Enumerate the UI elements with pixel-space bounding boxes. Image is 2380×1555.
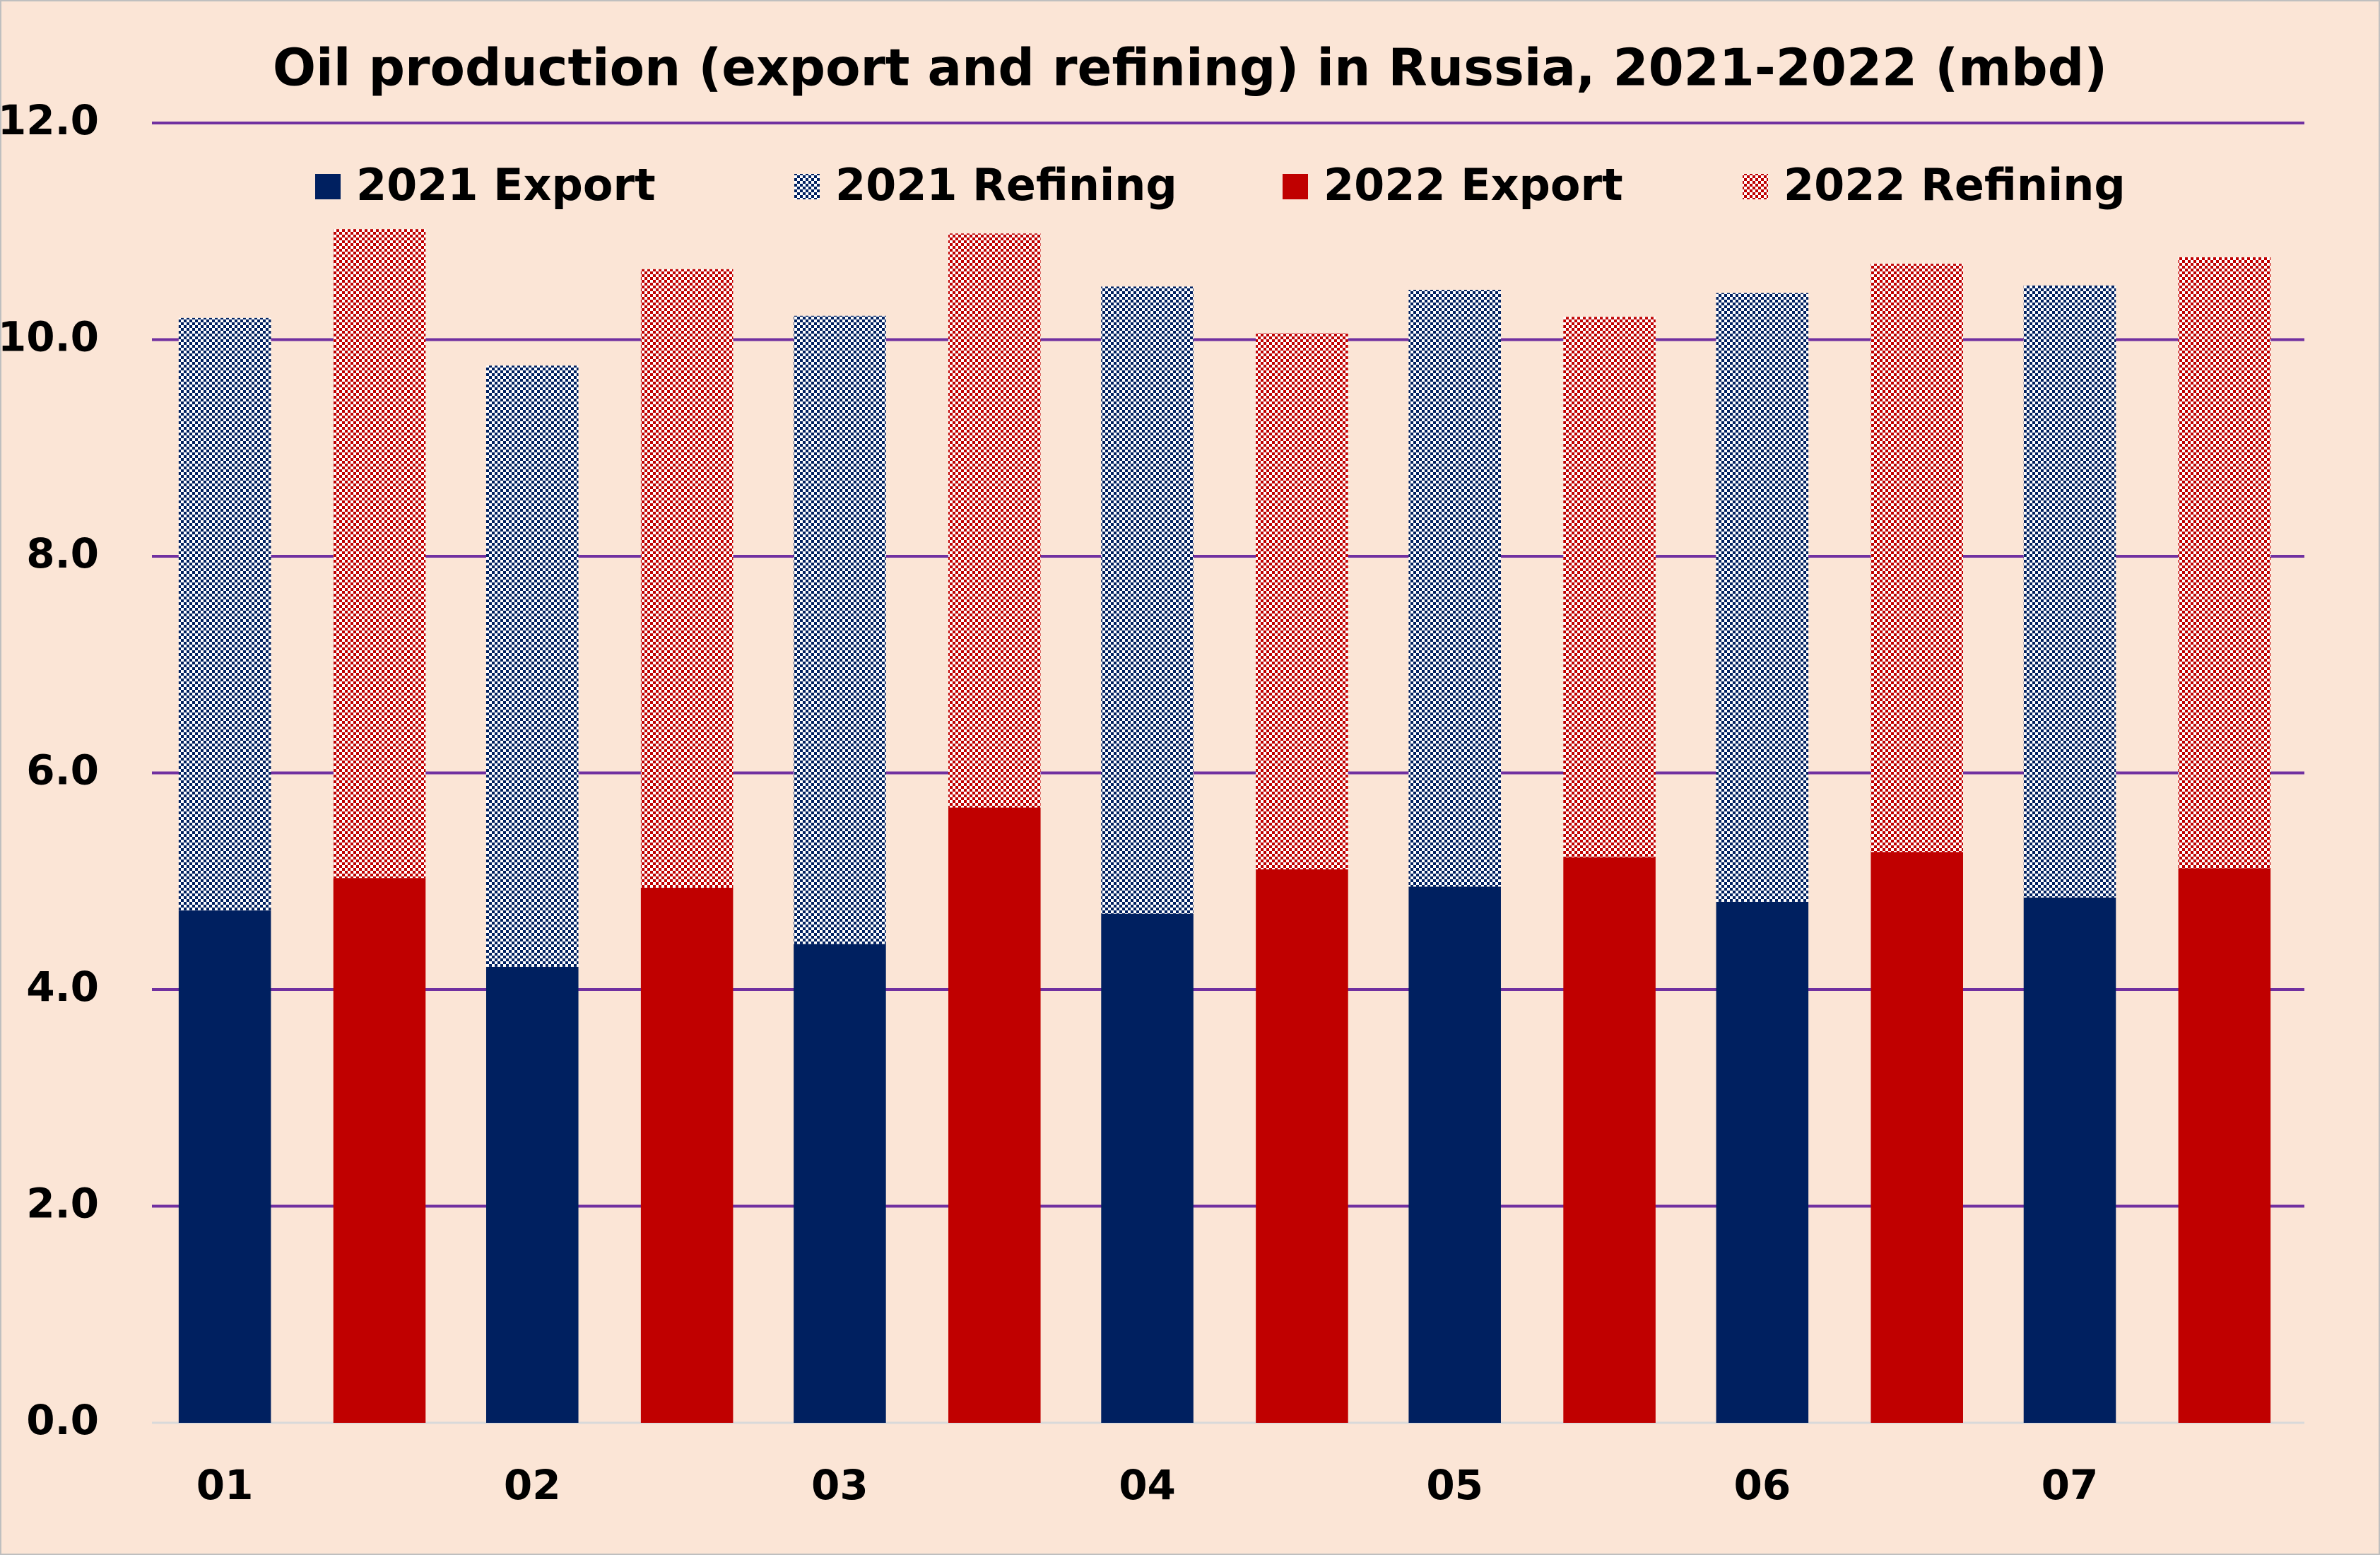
bar-segment: [794, 315, 886, 944]
bar-segment: [1563, 317, 1656, 858]
bar-segment: [1871, 852, 1963, 1423]
bar-segment: [1563, 857, 1656, 1423]
x-tick-label: 07: [2042, 1461, 2099, 1509]
bar-segment: [1256, 333, 1348, 869]
y-tick-label: 6.0: [26, 746, 99, 794]
bar-segment: [1408, 886, 1501, 1423]
bar-segment: [2178, 257, 2271, 869]
x-tick-label: 03: [811, 1461, 868, 1509]
bar-segment: [178, 910, 271, 1423]
legend-label: 2022 Export: [1324, 159, 1623, 211]
bar-segment: [1101, 286, 1194, 914]
bar-segment: [948, 233, 1041, 808]
bar-segment: [486, 966, 579, 1423]
legend-swatch: [315, 174, 341, 199]
bar-segment: [2178, 868, 2271, 1423]
legend-swatch: [794, 174, 820, 199]
x-tick-label: 05: [1426, 1461, 1483, 1509]
legend-label: 2021 Export: [356, 159, 656, 211]
bar-segment: [178, 317, 271, 911]
y-tick-label: 2.0: [26, 1180, 99, 1228]
bar-segment: [2023, 897, 2116, 1423]
bar-segment: [1256, 869, 1348, 1423]
bar-segment: [333, 229, 426, 879]
bar-segment: [1716, 901, 1809, 1423]
x-tick-label: 04: [1119, 1461, 1176, 1509]
bar-segment: [1101, 913, 1194, 1423]
bar-segment: [2023, 285, 2116, 898]
legend-label: 2022 Refining: [1784, 159, 2126, 211]
bar-segment: [948, 807, 1041, 1423]
y-tick-label: 8.0: [26, 529, 99, 577]
bar-segment: [1871, 264, 1963, 852]
bar-segment: [1716, 293, 1809, 902]
y-tick-label: 0.0: [26, 1396, 99, 1444]
bar-segment: [794, 944, 886, 1423]
chart-title: Oil production (export and refining) in …: [273, 38, 2107, 98]
legend-swatch: [1283, 174, 1308, 199]
x-tick-label: 02: [504, 1461, 561, 1509]
bar-segment: [333, 878, 426, 1423]
x-tick-label: 01: [196, 1461, 254, 1509]
bar-segment: [640, 269, 734, 888]
legend-swatch: [1743, 174, 1768, 199]
y-tick-label: 4.0: [26, 963, 99, 1011]
y-tick-label: 10.0: [0, 313, 99, 361]
bar-segment: [486, 365, 579, 967]
bar-segment: [1408, 290, 1501, 887]
bar-segment: [640, 887, 734, 1423]
y-tick-label: 12.0: [0, 96, 99, 144]
x-tick-label: 06: [1733, 1461, 1791, 1509]
legend-label: 2021 Refining: [835, 159, 1177, 211]
